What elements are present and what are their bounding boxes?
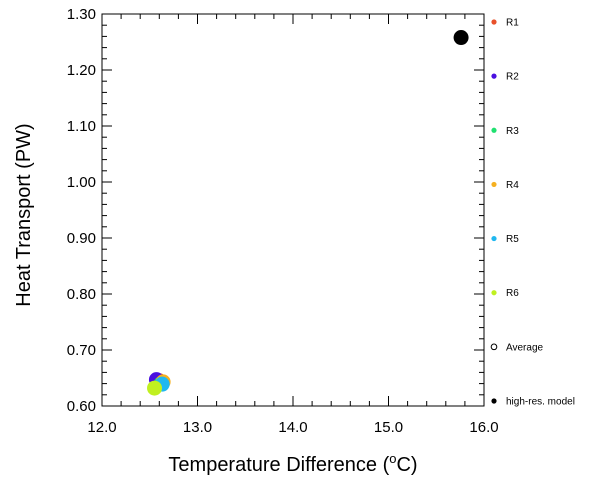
legend-label-r5: R5 xyxy=(506,234,519,245)
x-tick-labels: 12.0 13.0 14.0 15.0 16.0 xyxy=(87,419,498,436)
x-tick-label: 14.0 xyxy=(278,419,307,436)
data-points xyxy=(147,30,469,396)
legend-marker-r4 xyxy=(491,181,497,188)
y-tick-label: 1.30 xyxy=(67,6,96,23)
x-tick-label: 15.0 xyxy=(374,419,403,436)
legend-label-r6: R6 xyxy=(506,288,519,299)
y-tick-label: 0.80 xyxy=(67,286,96,303)
legend-marker-r6 xyxy=(491,290,497,296)
x-tick-label: 13.0 xyxy=(183,419,212,436)
legend-marker-r3 xyxy=(491,127,497,133)
y-tick-label: 1.20 xyxy=(67,62,96,79)
plot-area xyxy=(101,13,485,407)
y-tick-label: 0.60 xyxy=(67,398,96,415)
axis-ticks xyxy=(101,13,485,407)
x-axis-title-tail: C) xyxy=(396,454,417,476)
y-tick-labels: 0.60 0.70 0.80 0.90 1.00 1.10 1.20 1.30 xyxy=(67,6,96,415)
legend-marker-r1 xyxy=(491,19,497,25)
legend-label-r3: R3 xyxy=(506,126,519,137)
legend-label-r2: R2 xyxy=(506,72,519,83)
x-tick-label: 16.0 xyxy=(469,419,498,436)
legend-marker-r5 xyxy=(491,235,497,242)
x-tick-label: 12.0 xyxy=(87,419,116,436)
y-axis-title: Heat Transport (PW) xyxy=(13,123,35,306)
y-tick-label: 0.70 xyxy=(67,342,96,359)
x-axis-title-superscript: o xyxy=(389,451,396,466)
data-point-r6 xyxy=(147,380,163,396)
legend-marker-r2 xyxy=(491,73,497,79)
y-tick-label: 1.00 xyxy=(67,174,96,191)
data-point-high-res-model xyxy=(453,30,469,46)
legend: R1 R2 R3 R4 R5 R6 Average high-res. model xyxy=(490,18,575,408)
y-tick-label: 1.10 xyxy=(67,118,96,135)
legend-label-r1: R1 xyxy=(506,18,519,29)
legend-label-high-res-model: high-res. model xyxy=(506,397,575,408)
y-tick-label: 0.90 xyxy=(67,230,96,247)
x-axis-title: Temperature Difference (oC) xyxy=(168,451,417,476)
legend-marker-average xyxy=(490,343,498,351)
legend-marker-high-res-model xyxy=(491,398,497,404)
legend-label-r4: R4 xyxy=(506,180,519,191)
legend-label-average: Average xyxy=(506,342,544,353)
